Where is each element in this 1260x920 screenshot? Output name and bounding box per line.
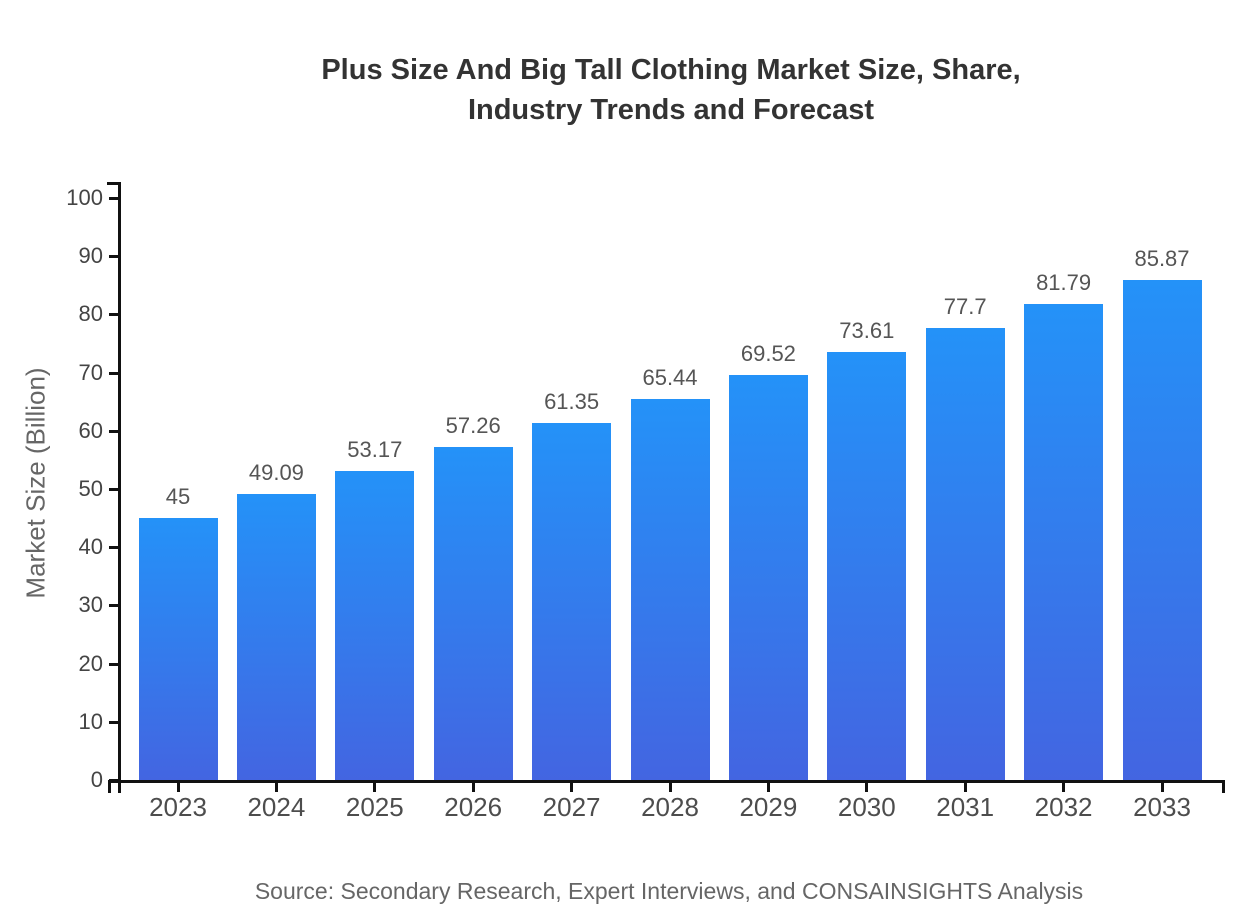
x-tick-label: 2023 xyxy=(149,792,207,822)
bar xyxy=(728,375,808,780)
bar-value-label: 65.44 xyxy=(642,365,698,391)
y-tick-mark xyxy=(109,371,118,375)
x-tick-mark xyxy=(1160,783,1164,792)
bar-value-label: 45 xyxy=(165,484,191,510)
bar xyxy=(1024,303,1104,780)
chart-title-line1: Plus Size And Big Tall Clothing Market S… xyxy=(321,54,1021,86)
bar-value-label: 77.7 xyxy=(943,293,987,319)
x-tick-label: 2032 xyxy=(1034,792,1093,822)
y-tick-label: 50 xyxy=(78,476,103,501)
bar-value-label: 85.87 xyxy=(1134,246,1190,272)
x-tick-mark xyxy=(570,783,574,792)
y-tick-label: 10 xyxy=(78,708,103,734)
y-tick-mark xyxy=(109,546,118,550)
x-tick-label: 2029 xyxy=(739,792,798,822)
y-tick-label: 40 xyxy=(78,534,103,560)
chart-title: Plus Size And Big Tall Clothing Market S… xyxy=(82,50,1260,130)
y-tick-label: 100 xyxy=(66,185,103,210)
bar xyxy=(433,446,513,780)
x-axis-right-cap xyxy=(1222,780,1225,793)
y-tick-mark xyxy=(109,779,118,782)
x-tick-mark xyxy=(865,783,869,792)
chart-title-line2: Industry Trends and Forecast xyxy=(467,94,875,126)
y-axis-line xyxy=(118,182,121,793)
y-tick-mark xyxy=(109,662,118,666)
bar xyxy=(1122,280,1202,780)
x-tick-mark xyxy=(963,783,967,792)
x-tick-label: 2024 xyxy=(247,792,306,822)
x-tick-mark xyxy=(766,783,770,792)
bar xyxy=(236,494,316,780)
y-tick-label: 90 xyxy=(78,243,103,269)
y-tick-mark xyxy=(109,720,118,724)
y-tick-label: 30 xyxy=(78,592,103,618)
x-tick-label: 2030 xyxy=(837,792,896,822)
bar xyxy=(335,470,415,780)
source-note: Source: Secondary Research, Expert Inter… xyxy=(254,878,1084,904)
x-tick-label: 2031 xyxy=(936,792,995,822)
y-axis-end-cap xyxy=(107,182,118,185)
bar xyxy=(138,518,218,780)
bar-value-label: 61.35 xyxy=(544,388,600,414)
y-tick-label: 70 xyxy=(78,359,103,385)
bar-value-label: 57.26 xyxy=(445,412,501,438)
bar-value-label: 53.17 xyxy=(347,436,403,462)
bar xyxy=(532,422,612,780)
x-tick-mark xyxy=(471,783,475,792)
y-tick-mark xyxy=(109,197,118,200)
bar xyxy=(827,351,907,780)
x-tick-label: 2027 xyxy=(542,792,601,822)
x-tick-mark xyxy=(373,783,377,792)
bar-value-label: 81.79 xyxy=(1036,269,1092,295)
y-tick-mark xyxy=(109,313,118,317)
bar xyxy=(630,399,710,780)
x-tick-mark xyxy=(176,783,180,792)
x-tick-mark xyxy=(274,783,278,792)
x-tick-mark xyxy=(1062,783,1066,792)
y-tick-mark xyxy=(109,604,118,608)
x-tick-label: 2025 xyxy=(345,792,404,822)
y-tick-label: 20 xyxy=(78,650,103,676)
bar xyxy=(925,327,1005,780)
x-axis-line xyxy=(108,780,1225,783)
x-tick-label: 2026 xyxy=(444,792,503,822)
y-tick-mark xyxy=(109,488,118,491)
y-tick-label: 80 xyxy=(78,301,103,327)
x-tick-label: 2028 xyxy=(641,792,699,822)
x-axis-left-cap xyxy=(108,780,111,793)
y-tick-mark xyxy=(109,255,118,259)
bar-value-label: 49.09 xyxy=(248,460,304,486)
y-tick-label: 0 xyxy=(90,767,103,792)
x-tick-label: 2033 xyxy=(1133,792,1191,822)
y-tick-mark xyxy=(109,429,118,433)
bar-value-label: 73.61 xyxy=(839,317,895,343)
y-tick-label: 60 xyxy=(78,417,103,443)
bar-value-label: 69.52 xyxy=(740,341,796,367)
x-tick-mark xyxy=(668,783,672,792)
